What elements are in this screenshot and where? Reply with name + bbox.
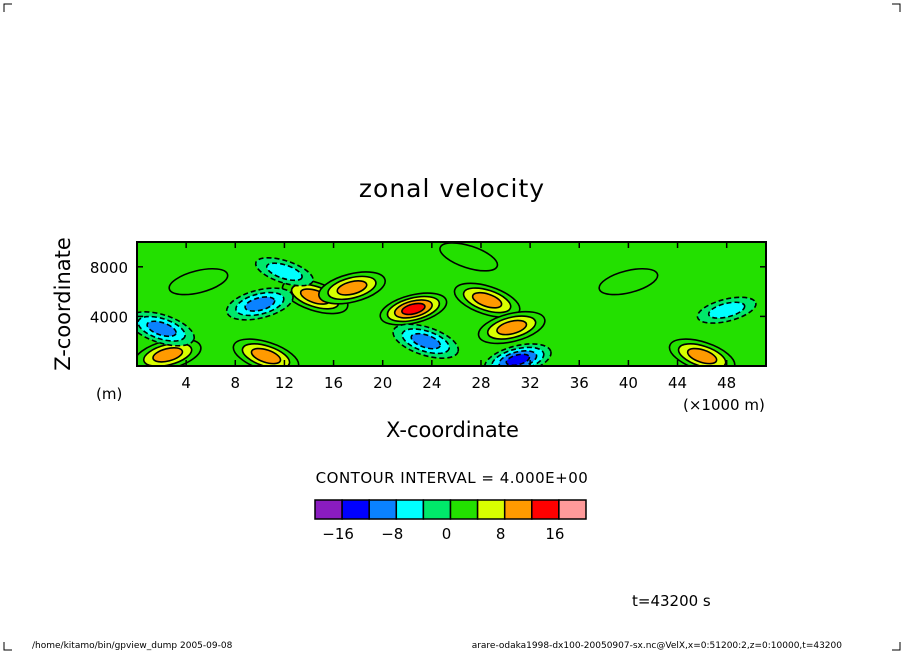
contour-level	[707, 301, 746, 319]
x-axis-ticks: 4 8 12 16 20 24 28 32 36 40 44 48	[181, 242, 736, 392]
x-tick-label: 8	[231, 374, 241, 392]
field-feature	[392, 323, 460, 359]
colorbar-segment	[558, 499, 587, 520]
colorbar-segment	[422, 499, 452, 520]
colorbar-label: −8	[381, 525, 403, 543]
colorbar-label: 16	[545, 525, 564, 543]
y-axis-ticks: 4000 8000	[90, 259, 766, 326]
field-feature	[379, 292, 448, 326]
x-tick-label: 36	[570, 374, 589, 392]
contour-level	[336, 280, 368, 296]
x-tick-label: 48	[717, 374, 736, 392]
field-feature	[598, 267, 659, 296]
colorbar-segment	[476, 499, 506, 520]
colorbar: −16 −8 0 8 16	[314, 499, 587, 543]
colorbar-segment	[531, 499, 560, 520]
footer-left: /home/kitamo/bin/gpview_dump 2005-09-08	[32, 641, 233, 651]
field-feature	[668, 338, 736, 366]
field-feature	[225, 287, 294, 321]
chart-title: zonal velocity	[358, 174, 546, 203]
field-feature	[477, 310, 546, 345]
colorbar-segment	[368, 499, 398, 520]
page-corner-marks	[3, 3, 901, 651]
contour-level	[598, 267, 659, 296]
field-feature	[439, 242, 499, 272]
contour-level	[496, 319, 528, 336]
contour-level	[471, 291, 503, 309]
field-feature	[137, 338, 202, 366]
x-tick-label: 44	[668, 374, 687, 392]
contour-level	[244, 296, 276, 312]
contour-level	[168, 267, 229, 296]
y-tick-label: 4000	[90, 308, 128, 326]
field-feature	[254, 256, 314, 287]
x-tick-label: 32	[521, 374, 540, 392]
contour-level	[686, 347, 718, 365]
y-axis-unit: (m)	[96, 385, 123, 403]
contour-level	[152, 346, 184, 363]
field-feature	[232, 338, 300, 366]
colorbar-label: −16	[322, 525, 354, 543]
contour-level	[505, 353, 531, 366]
contour-level	[410, 332, 442, 350]
contour-interval-label: CONTOUR INTERVAL = 4.000E+00	[315, 469, 589, 487]
field-feature	[137, 311, 195, 347]
contour-level	[250, 347, 282, 365]
field-feature	[696, 296, 757, 324]
y-axis-label: Z-coordinate	[51, 237, 75, 371]
colorbar-segment	[341, 499, 370, 520]
colorbar-segment	[449, 499, 479, 520]
x-axis-label: X-coordinate	[386, 418, 519, 442]
plot-frame	[136, 241, 767, 367]
x-tick-label: 28	[471, 374, 490, 392]
contour-level	[265, 262, 303, 282]
colorbar-label: 0	[442, 525, 452, 543]
contour-level	[401, 302, 426, 316]
colorbar-segment	[314, 499, 343, 520]
x-tick-label: 20	[373, 374, 392, 392]
x-tick-label: 4	[181, 374, 191, 392]
colorbar-segment	[503, 499, 533, 520]
contour-level	[146, 320, 177, 338]
velocity-field	[137, 242, 757, 366]
field-feature	[453, 282, 521, 319]
x-tick-label: 24	[422, 374, 441, 392]
x-tick-label: 16	[324, 374, 343, 392]
footer-right: arare-odaka1998-dx100-20050907-sx.nc@Vel…	[471, 641, 842, 651]
colorbar-label: 8	[496, 525, 506, 543]
field-feature	[168, 267, 229, 296]
field-feature	[483, 343, 552, 366]
field-feature	[318, 271, 386, 305]
y-tick-label: 8000	[90, 259, 128, 277]
time-label: t=43200 s	[632, 592, 711, 610]
x-tick-label: 40	[619, 374, 638, 392]
x-axis-unit: (×1000 m)	[683, 396, 765, 414]
contour-level	[439, 242, 499, 272]
colorbar-segment	[395, 499, 425, 520]
x-tick-label: 12	[275, 374, 294, 392]
